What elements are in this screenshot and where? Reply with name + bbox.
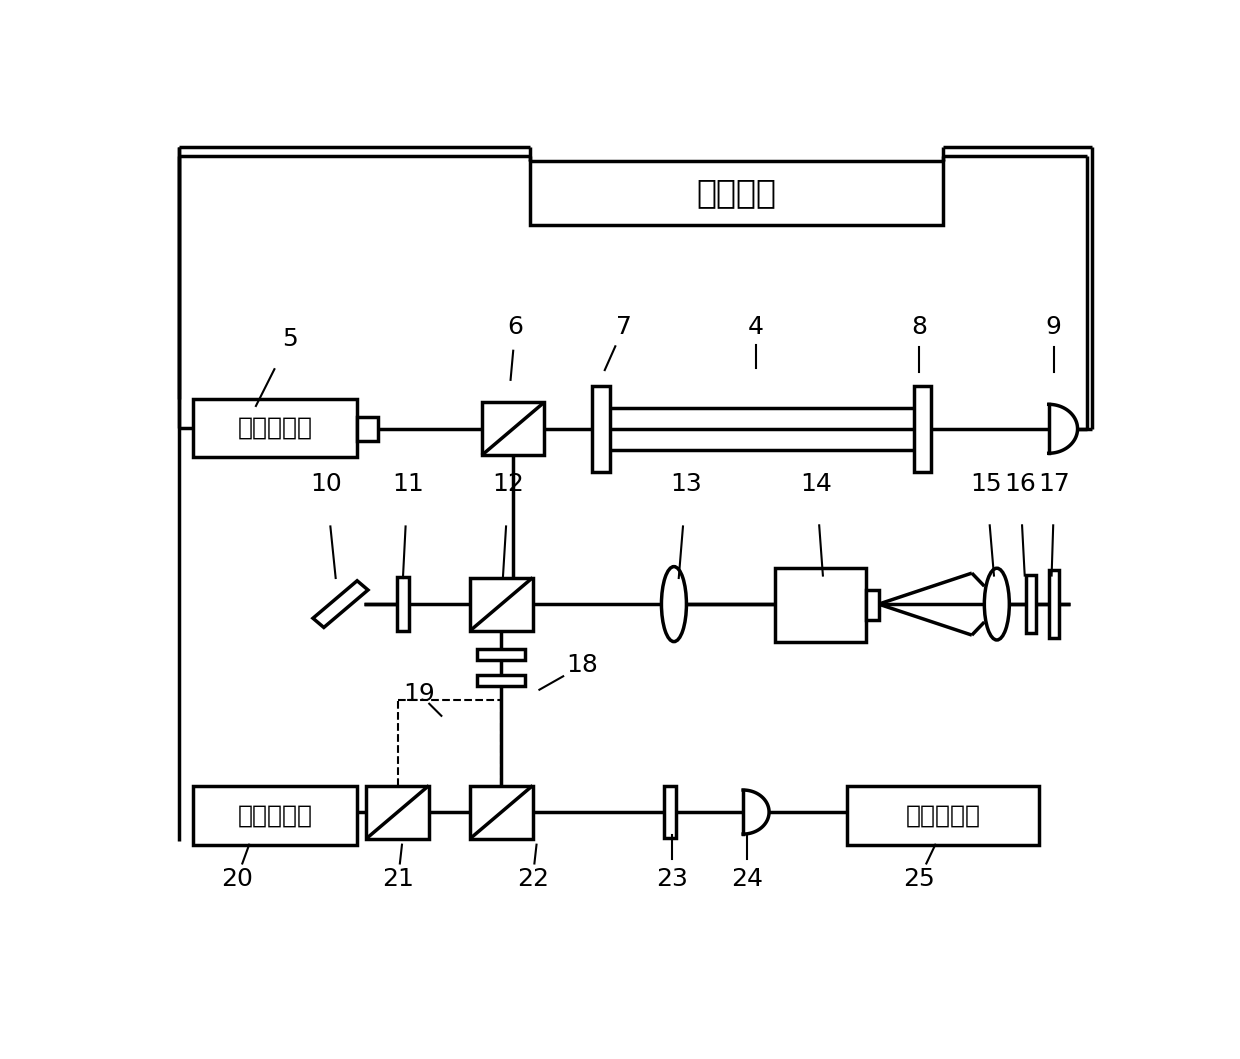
Text: 16: 16 [1004, 472, 1035, 497]
Text: 4: 4 [748, 315, 764, 339]
Text: 20: 20 [221, 867, 253, 891]
Text: 17: 17 [1039, 472, 1070, 497]
Text: 13: 13 [671, 472, 702, 497]
Text: 14: 14 [800, 472, 832, 497]
Text: 6: 6 [507, 315, 523, 339]
Bar [477, 648, 526, 660]
Bar [481, 402, 544, 455]
Text: 可调激光器: 可调激光器 [238, 416, 312, 439]
Bar [470, 786, 533, 839]
Text: 25: 25 [903, 867, 935, 891]
Text: 19: 19 [403, 682, 435, 705]
Bar [357, 416, 378, 441]
Polygon shape [743, 790, 769, 834]
Bar [193, 398, 357, 457]
Bar [529, 161, 942, 225]
Bar [914, 385, 931, 471]
Text: 11: 11 [392, 472, 424, 497]
Text: 频率计数器: 频率计数器 [905, 804, 981, 827]
Text: 控制电路: 控制电路 [697, 177, 776, 210]
Text: 稳频激光器: 稳频激光器 [238, 804, 312, 827]
Text: 10: 10 [310, 472, 342, 497]
Bar [1049, 570, 1059, 639]
Ellipse shape [661, 567, 687, 642]
Bar [775, 569, 866, 642]
Bar [397, 577, 409, 631]
Text: 8: 8 [911, 315, 928, 339]
Bar [866, 590, 879, 620]
Bar [477, 675, 526, 686]
Polygon shape [1049, 405, 1078, 453]
Bar [847, 786, 1039, 845]
Bar [367, 786, 429, 839]
Text: 15: 15 [971, 472, 1002, 497]
Text: 22: 22 [517, 867, 548, 891]
Text: 12: 12 [492, 472, 525, 497]
Text: 24: 24 [730, 867, 763, 891]
Text: 18: 18 [567, 653, 599, 678]
Text: 21: 21 [382, 867, 414, 891]
Bar [193, 786, 357, 845]
Bar [665, 786, 676, 838]
Text: 7: 7 [616, 315, 632, 339]
Text: 5: 5 [281, 327, 298, 352]
Bar [593, 385, 610, 471]
Text: 23: 23 [656, 867, 688, 891]
Ellipse shape [985, 569, 1009, 640]
Text: 9: 9 [1045, 315, 1061, 339]
Bar [1025, 575, 1037, 633]
Bar [470, 577, 533, 630]
Polygon shape [312, 580, 368, 628]
